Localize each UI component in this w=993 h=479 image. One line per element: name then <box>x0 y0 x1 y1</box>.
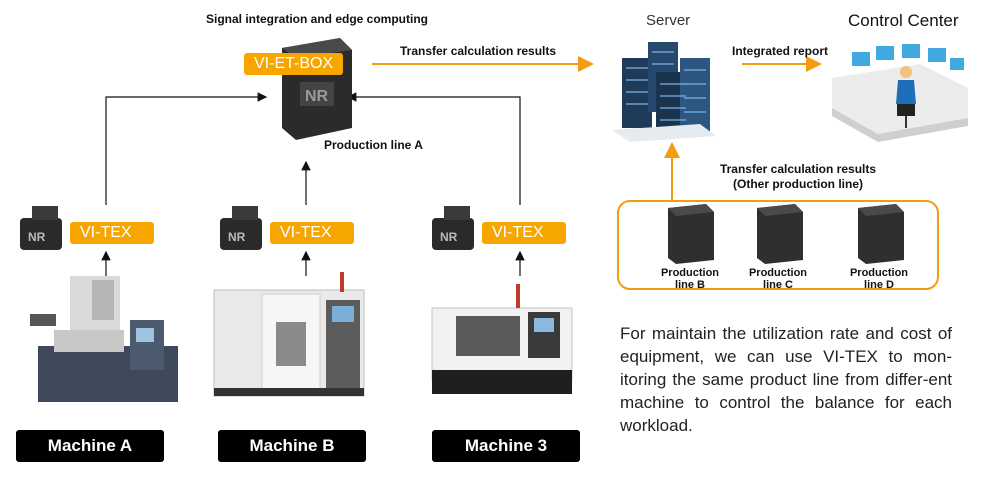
vi-tex-sensor-3: NR <box>432 206 474 250</box>
vi-tex-tag-3: VI-TEX <box>482 222 566 244</box>
svg-text:NR: NR <box>28 230 46 244</box>
control-center-label: Control Center <box>848 11 959 30</box>
vi-et-box-tag: VI-ET-BOX <box>244 53 344 75</box>
machine-b-label: Machine B <box>218 430 366 462</box>
line-b-box-device <box>668 204 714 264</box>
transfer-results-label: Transfer calculation results <box>400 44 557 58</box>
machine-b-illustration <box>213 272 365 397</box>
svg-text:NR: NR <box>228 230 246 244</box>
line-c-label: Production line C <box>740 267 816 291</box>
control-center-illustration <box>832 44 968 142</box>
line-b-label: Production line B <box>652 267 728 291</box>
server-racks-illustration <box>612 42 716 142</box>
machine-a-illustration <box>30 276 178 402</box>
integrated-report-label: Integrated report <box>732 44 829 58</box>
svg-text:NR: NR <box>305 88 329 105</box>
line-d-label-2: line D <box>864 279 894 291</box>
machine-3-label: Machine 3 <box>432 430 580 462</box>
other-lines-title: Transfer calculation results (Other prod… <box>708 162 888 192</box>
signal-integration-title: Signal integration and edge computing <box>206 12 429 26</box>
production-line-a-label: Production line A <box>324 138 423 152</box>
vi-tex-tag-a: VI-TEX <box>70 222 154 244</box>
vi-tex-tag-b: VI-TEX <box>270 222 354 244</box>
line-d-label: Production line D <box>841 267 917 291</box>
line-b-label-2: line B <box>675 279 705 291</box>
line-c-label-2: line C <box>763 279 793 291</box>
line-c-label-1: Production <box>748 267 808 279</box>
line-b-label-1: Production <box>660 267 720 279</box>
server-label: Server <box>646 12 691 29</box>
arrow-machine-3-to-box <box>346 92 521 205</box>
line-d-label-1: Production <box>849 267 909 279</box>
vi-tex-sensor-b: NR <box>220 206 262 250</box>
description-paragraph: For maintain the utilization rate and co… <box>620 324 952 435</box>
line-d-box-device <box>858 204 904 264</box>
machine-a-label: Machine A <box>16 430 164 462</box>
machine-3-illustration <box>431 284 573 394</box>
line-c-box-device <box>757 204 803 264</box>
other-lines-frame <box>617 200 939 290</box>
vi-tex-sensor-a: NR <box>20 206 62 250</box>
arrow-machine-a-to-box <box>105 92 268 205</box>
svg-text:NR: NR <box>440 230 458 244</box>
other-lines-title-line1: Transfer calculation results <box>719 162 877 176</box>
other-lines-title-line2: (Other production line) <box>733 177 863 191</box>
